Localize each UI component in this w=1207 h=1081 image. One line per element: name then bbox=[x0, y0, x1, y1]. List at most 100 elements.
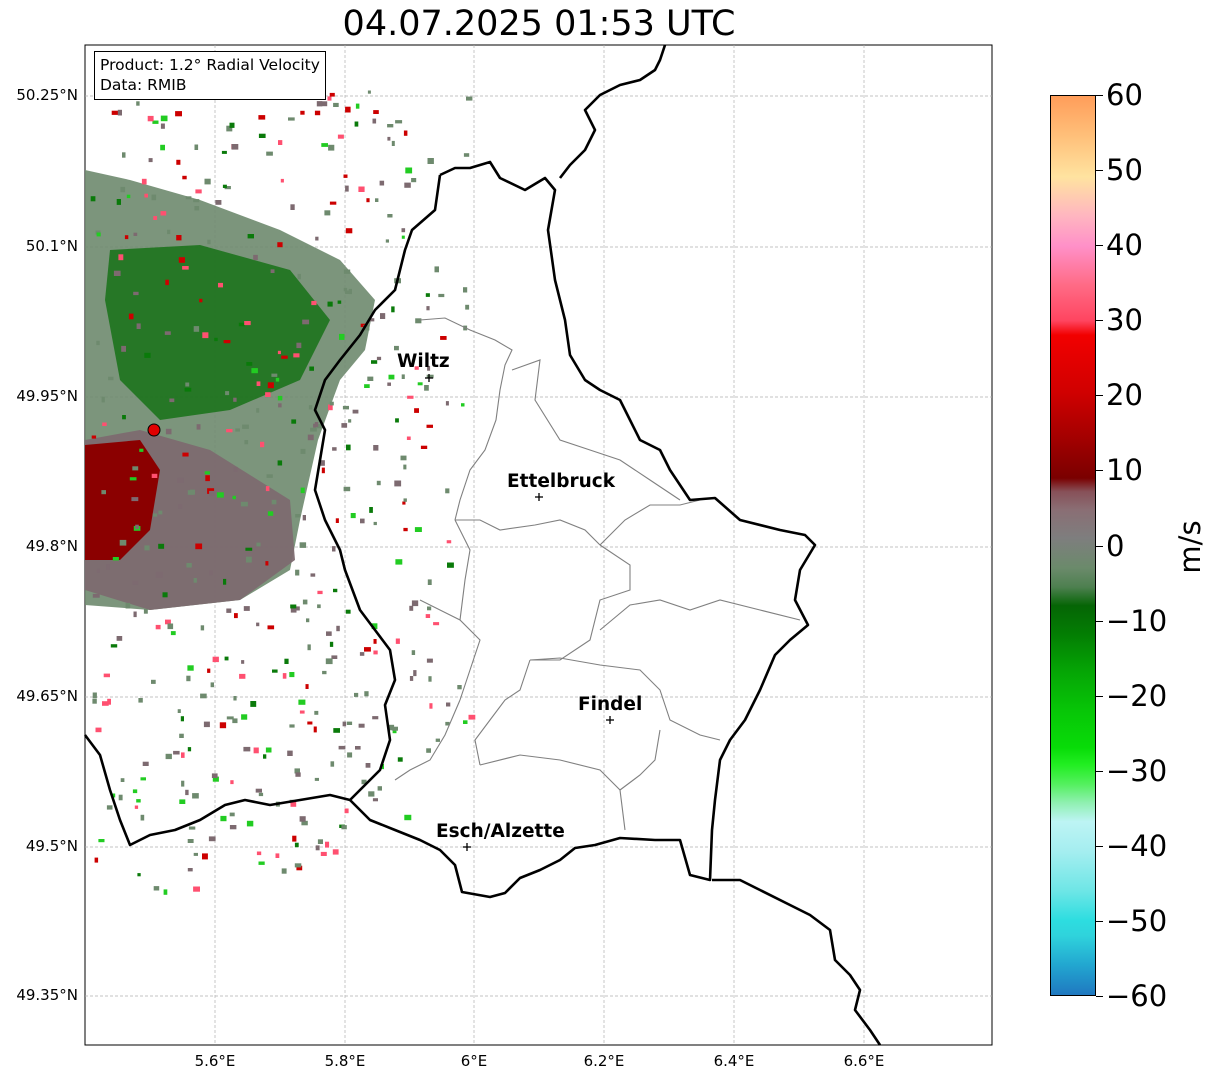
radar-echo-pixel bbox=[251, 368, 258, 374]
radar-echo-pixel bbox=[428, 676, 432, 682]
radar-echo-pixel bbox=[243, 746, 251, 752]
radar-echo-pixel bbox=[296, 865, 303, 871]
radar-echo-pixel bbox=[246, 556, 252, 563]
germany-france-border bbox=[712, 878, 882, 1046]
radar-echo-pixel bbox=[116, 199, 121, 205]
colorbar-tick-mark bbox=[1096, 770, 1103, 772]
radar-echo-pixel bbox=[433, 622, 440, 626]
canton-line-11 bbox=[419, 599, 481, 701]
radar-echo-pixel bbox=[401, 228, 406, 233]
canton-line-6 bbox=[599, 599, 801, 631]
radar-echo-pixel bbox=[209, 490, 216, 497]
radar-echo-pixel bbox=[271, 499, 277, 505]
radar-echo-pixel bbox=[103, 673, 110, 678]
radar-echo-pixel bbox=[165, 428, 172, 435]
radar-echo-pixel bbox=[177, 477, 184, 483]
radar-echo-pixel bbox=[158, 510, 163, 515]
radar-echo-pixel bbox=[187, 665, 194, 671]
colorbar-tick-mark bbox=[1096, 920, 1103, 922]
colorbar-tick-label: −40 bbox=[1106, 828, 1168, 863]
radar-echo-pixel bbox=[281, 355, 288, 359]
radar-echo-pixel bbox=[132, 789, 138, 794]
radar-echo-pixel bbox=[364, 384, 370, 388]
radar-echo-pixel bbox=[112, 557, 119, 561]
radar-echo-pixel bbox=[387, 382, 391, 386]
city-label-wiltz: Wiltz bbox=[397, 351, 450, 372]
radar-echo-pixel bbox=[182, 452, 189, 457]
radar-echo-pixel bbox=[265, 747, 272, 753]
radar-echo-pixel bbox=[364, 647, 371, 652]
lat-tick-label: 49.5°N bbox=[25, 837, 78, 855]
radar-echo-pixel bbox=[204, 178, 211, 185]
radar-echo-pixel bbox=[300, 110, 305, 115]
radar-echo-pixel bbox=[153, 886, 160, 891]
radar-echo-pixel bbox=[110, 644, 118, 648]
radar-echo-pixel bbox=[216, 492, 224, 498]
radar-echo-pixel bbox=[193, 199, 200, 203]
radar-echo-pixel bbox=[359, 652, 365, 656]
radar-echo-pixel bbox=[411, 650, 416, 655]
colorbar-label: m/s bbox=[1173, 520, 1207, 574]
radar-echo-pixel bbox=[377, 786, 382, 791]
radar-echo-pixel bbox=[417, 382, 423, 386]
radar-echo-pixel bbox=[164, 331, 171, 335]
radar-echo-pixel bbox=[193, 326, 200, 332]
radar-echo-pixel bbox=[327, 301, 333, 307]
radar-echo-pixel bbox=[185, 382, 190, 387]
radar-echo-pixel bbox=[265, 392, 271, 397]
radar-echo-pixel bbox=[143, 609, 148, 614]
radar-echo-pixel bbox=[211, 773, 218, 778]
radar-echo-pixel bbox=[95, 727, 102, 733]
ettelbruck-marker bbox=[535, 493, 543, 501]
radar-echo-pixel bbox=[338, 745, 346, 750]
radar-echo-pixel bbox=[400, 455, 407, 461]
radar-echo-pixel bbox=[407, 395, 414, 399]
colorbar-tick-label: 0 bbox=[1106, 528, 1125, 563]
radar-echo-pixel bbox=[212, 656, 219, 663]
canton-line-1 bbox=[419, 317, 513, 521]
radar-echo-pixel bbox=[147, 115, 154, 122]
radar-echo-pixel bbox=[376, 356, 382, 361]
radar-echo-pixel bbox=[253, 254, 258, 261]
findel-marker bbox=[606, 716, 614, 724]
radar-echo-pixel bbox=[440, 336, 447, 340]
lat-tick-label: 50.25°N bbox=[16, 86, 78, 104]
colorbar-tick-label: 30 bbox=[1106, 303, 1143, 338]
radar-echo-pixel bbox=[295, 772, 301, 777]
radar-echo-pixel bbox=[372, 118, 377, 124]
radar-echo-pixel bbox=[275, 377, 280, 382]
radar-echo-pixel bbox=[158, 543, 165, 549]
radar-echo-pixel bbox=[329, 92, 335, 97]
radar-echo-pixel bbox=[391, 306, 395, 313]
radar-echo-pixel bbox=[395, 559, 403, 565]
radar-echo-pixel bbox=[230, 780, 234, 785]
product-label: Product: 1.2° Radial Velocity bbox=[100, 56, 320, 74]
radar-echo-pixel bbox=[302, 319, 310, 325]
lat-tick-label: 49.35°N bbox=[16, 986, 78, 1004]
radar-echo-pixel bbox=[404, 814, 412, 821]
radar-echo-pixel bbox=[392, 726, 398, 731]
radar-echo-pixel bbox=[226, 429, 233, 433]
radar-echo-pixel bbox=[354, 692, 359, 697]
radar-echo-pixel bbox=[275, 853, 280, 858]
radar-echo-pixel bbox=[209, 570, 213, 576]
data-source-label: Data: RMIB bbox=[100, 76, 187, 94]
radar-echo-pixel bbox=[169, 398, 175, 403]
radar-echo-pixel bbox=[346, 721, 353, 725]
radar-echo-pixel bbox=[394, 345, 399, 351]
canton-line-7 bbox=[474, 659, 531, 766]
radar-echo-pixel bbox=[379, 180, 385, 186]
radar-echo-pixel bbox=[343, 287, 348, 292]
radar-echo-pixel bbox=[151, 679, 156, 684]
radar-echo-pixel bbox=[133, 291, 139, 296]
radar-echo-pixel bbox=[438, 293, 445, 298]
radar-echo-pixel bbox=[299, 710, 305, 714]
radar-echo-pixel bbox=[272, 669, 278, 673]
radar-echo-pixel bbox=[266, 474, 273, 478]
radar-echo-pixel bbox=[179, 733, 184, 738]
radar-echo-pixel bbox=[457, 685, 462, 690]
colorbar-tick-mark bbox=[1096, 845, 1103, 847]
radar-echo-pixel bbox=[314, 110, 321, 116]
radar-echo-pixel bbox=[96, 340, 100, 346]
radar-echo-pixel bbox=[267, 625, 275, 630]
